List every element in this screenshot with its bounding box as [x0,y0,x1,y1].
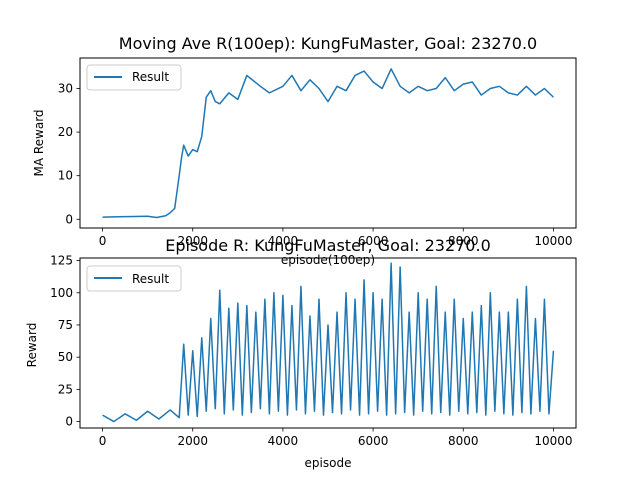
episode-x-tick-label: 0 [99,434,107,448]
ma-series-layer [102,68,554,219]
episode-x-ticks: 0 2000 4000 6000 8000 10000 [99,428,573,448]
episode-x-tick-label: 8000 [448,434,479,448]
episode-reward-subplot: 0 2000 4000 6000 8000 10000 0 25 50 75 100 125 epi… [25,236,577,470]
episode-legend: Result [86,265,182,292]
ma-x-tick-label: 2000 [177,234,208,248]
ma-y-tick-label: 20 [58,125,73,139]
episode-y-axis-label: Reward [25,323,39,368]
episode-axes-frame [79,257,577,429]
ma-legend-label: Result [132,70,169,84]
ma-y-axis-label: MA Reward [32,109,46,176]
ma-chart-title: Moving Ave R(100ep): KungFuMaster, Goal:… [119,34,537,53]
ma-x-tick-label: 4000 [268,234,299,248]
ma-x-axis-label: episode(100ep) [281,253,375,267]
ma-y-tick-label: 0 [65,212,73,226]
ma-x-tick-label: 10000 [534,234,572,248]
episode-series-line-1 [102,262,555,423]
ma-x-ticks: 0 2000 4000 6000 8000 10000 [99,228,573,248]
ma-axes-frame [79,57,577,229]
episode-y-tick-label: 25 [58,382,73,396]
ma-y-ticks: 0 10 20 30 [58,82,80,226]
episode-y-ticks: 0 25 50 75 100 125 [50,254,80,429]
episode-legend-label: Result [132,272,169,286]
episode-chart-title: Episode R: KungFuMaster, Goal: 23270.0 [165,236,491,255]
ma-legend: Result [86,64,182,91]
episode-x-tick-label: 4000 [268,434,299,448]
ma-series-line-1 [102,68,554,219]
ma-x-tick-label: 0 [99,234,107,248]
ma-x-tick-label: 6000 [358,234,389,248]
episode-x-tick-label: 2000 [177,434,208,448]
episode-x-tick-label: 10000 [534,434,572,448]
ma-legend-box [86,64,182,91]
episode-legend-box [86,265,182,292]
episode-series-layer [102,262,555,423]
moving-average-subplot: Moving Ave R(100ep): KungFuMaster, Goal:… [32,34,577,267]
episode-y-tick-label: 50 [58,350,73,364]
episode-y-tick-label: 75 [58,318,73,332]
episode-y-tick-label: 125 [50,254,73,268]
episode-y-tick-label: 100 [50,286,73,300]
ma-x-tick-label: 8000 [448,234,479,248]
episode-x-tick-label: 6000 [358,434,389,448]
episode-x-axis-label: episode [305,456,352,470]
ma-y-tick-label: 30 [58,82,73,96]
ma-y-tick-label: 10 [58,169,73,183]
episode-y-tick-label: 0 [65,415,73,429]
